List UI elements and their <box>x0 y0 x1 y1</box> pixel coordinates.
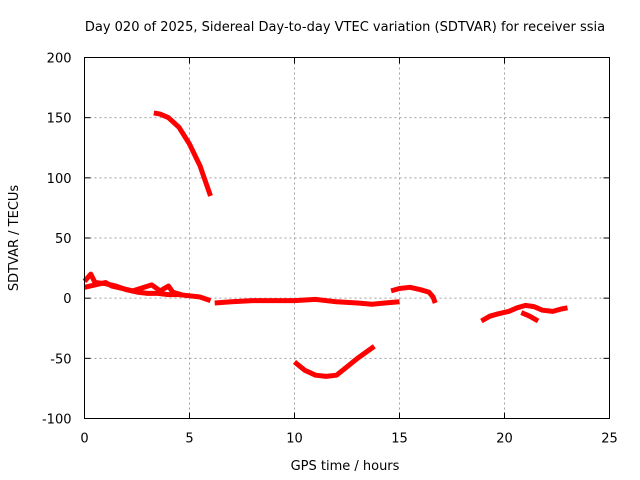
y-tick-label: 150 <box>47 112 72 127</box>
series-arc-4 <box>292 344 376 379</box>
series-arc-6-branch <box>520 310 540 324</box>
x-tick-label: 0 <box>80 432 88 447</box>
y-tick-label: 100 <box>47 172 72 187</box>
tick-layer: 0 5 10 15 20 25 -100 -50 0 50 100 150 200 <box>42 52 618 447</box>
x-tick-label: 25 <box>601 432 618 447</box>
series-arc-1-noise <box>83 280 182 297</box>
series-arc-6 <box>480 302 568 324</box>
series-arc-5 <box>390 284 438 304</box>
y-tick-label: 50 <box>55 232 72 247</box>
x-tick-label: 10 <box>286 432 303 447</box>
y-tick-label: -100 <box>42 413 72 428</box>
x-tick-label: 20 <box>496 432 513 447</box>
series-arc-3 <box>214 296 400 307</box>
chart-title: Day 020 of 2025, Sidereal Day-to-day VTE… <box>85 20 605 35</box>
x-tick-label: 5 <box>185 432 193 447</box>
y-tick-label: -50 <box>50 352 71 367</box>
y-axis-label: SDTVAR / TECUs <box>7 185 22 292</box>
x-tick-label: 15 <box>391 432 408 447</box>
series-layer <box>82 110 568 379</box>
grid-layer <box>84 57 610 419</box>
x-axis-label: GPS time / hours <box>291 459 400 474</box>
y-tick-label: 0 <box>63 292 71 307</box>
series-arc-2 <box>153 110 213 197</box>
y-tick-label: 200 <box>47 52 72 67</box>
